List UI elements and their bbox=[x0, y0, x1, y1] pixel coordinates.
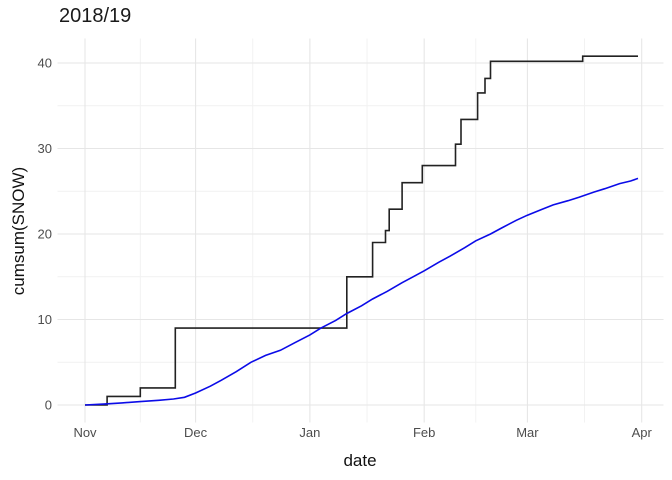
chart-title: 2018/19 bbox=[59, 5, 132, 27]
x-axis-title: date bbox=[343, 451, 377, 470]
x-tick-label: Dec bbox=[184, 425, 208, 440]
x-tick-label: Feb bbox=[413, 425, 435, 440]
y-axis-title: cumsum(SNOW) bbox=[9, 166, 28, 296]
x-tick-label: Mar bbox=[516, 425, 539, 440]
series-season-step-line bbox=[85, 55, 638, 406]
y-tick-label: 30 bbox=[38, 141, 52, 156]
y-tick-label: 40 bbox=[38, 56, 52, 71]
y-tick-label: 0 bbox=[45, 398, 52, 413]
series-average-line bbox=[84, 177, 639, 406]
x-tick-label: Apr bbox=[632, 425, 653, 440]
y-tick-label: 10 bbox=[38, 312, 52, 327]
x-tick-label: Jan bbox=[299, 425, 320, 440]
x-tick-label: Nov bbox=[73, 425, 97, 440]
y-tick-label: 20 bbox=[38, 227, 52, 242]
